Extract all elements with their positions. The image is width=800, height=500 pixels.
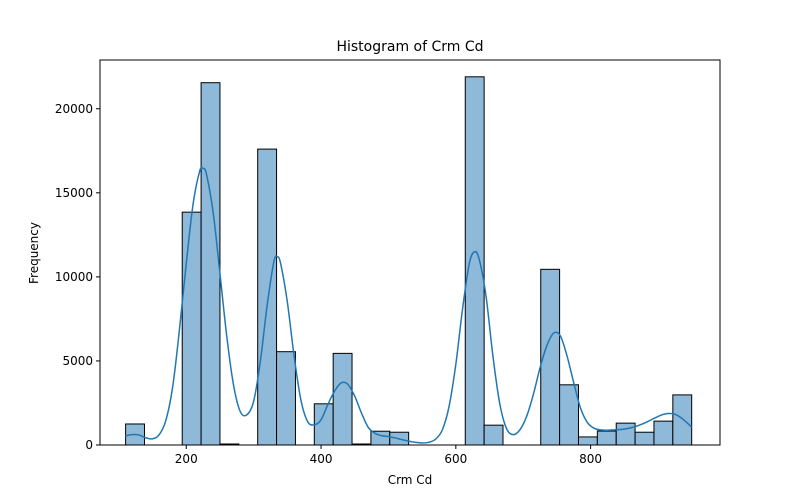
histogram-bar (257, 148, 278, 446)
chart-title: Histogram of Crm Cd (336, 39, 483, 55)
y-tick-label: 5000 (62, 354, 93, 368)
plot-area-frame (99, 59, 721, 446)
histogram-bar (276, 351, 296, 446)
y-tick-label: 0 (85, 438, 93, 452)
histogram-bar (596, 430, 617, 446)
histogram-bar (634, 431, 655, 446)
y-tick-label: 10000 (55, 270, 93, 284)
x-tick-label: 200 (175, 452, 198, 466)
histogram-bar (483, 424, 504, 446)
y-tick-label: 15000 (55, 186, 93, 200)
y-axis-label: Frequency (27, 222, 41, 284)
x-axis-label: Crm Cd (388, 473, 433, 487)
histogram-bar (672, 394, 693, 446)
kde-curve (125, 166, 693, 444)
histogram-bar (181, 211, 202, 446)
x-tick-label: 800 (579, 452, 602, 466)
x-tick-label: 400 (310, 452, 333, 466)
histogram-bar (653, 420, 674, 446)
histogram-bar (577, 436, 598, 446)
histogram-bar (200, 82, 221, 446)
histogram-bars (125, 76, 693, 446)
y-tick-label: 20000 (55, 102, 93, 116)
histogram-bar (559, 384, 579, 446)
histogram-bar (332, 352, 353, 446)
histogram-bar (464, 76, 485, 446)
x-axis-ticks: 200 400 600 800 (175, 445, 602, 466)
x-tick-label: 600 (444, 452, 467, 466)
y-axis-ticks: 0 5000 10000 15000 20000 (55, 102, 100, 452)
histogram-bar (615, 422, 636, 446)
